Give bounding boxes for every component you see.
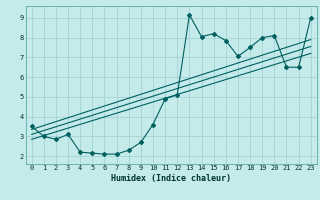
X-axis label: Humidex (Indice chaleur): Humidex (Indice chaleur) [111,174,231,183]
